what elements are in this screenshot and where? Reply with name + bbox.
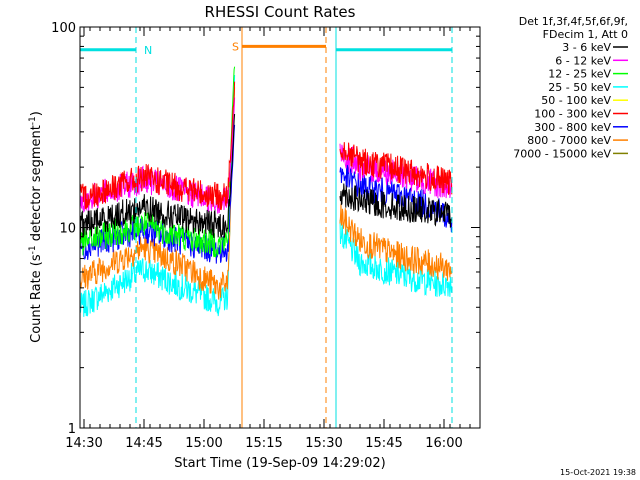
y-axis-label-sup: -1 — [28, 116, 38, 125]
x-tick-label: 14:45 — [125, 436, 162, 451]
legend-entry-label: 7000 - 15000 keV — [513, 147, 611, 160]
series-line — [339, 203, 453, 281]
series-line — [79, 81, 236, 211]
y-axis-label-part: ) — [29, 111, 44, 116]
legend-entry-label: 6 - 12 keV — [555, 54, 611, 67]
timestamp: 15-Oct-2021 19:38 — [560, 468, 636, 477]
y-tick-label: 10 — [59, 222, 76, 237]
legend-entry-label: 12 - 25 keV — [548, 68, 611, 81]
state-label: N — [144, 44, 152, 57]
legend-entry-label: 800 - 7000 keV — [527, 134, 611, 147]
x-tick-label: 15:30 — [305, 436, 342, 451]
series-line — [79, 66, 236, 258]
x-axis-label: Start Time (19-Sep-09 14:29:02) — [174, 456, 385, 471]
axes: 1 10 100 14:30 14:45 15:00 15:15 15:30 15:45 16:0… — [51, 21, 481, 451]
legend-entry-label: 3 - 6 keV — [562, 41, 611, 54]
y-axis-label-sup: -1 — [28, 245, 38, 254]
y-axis-label: Count Rate (s-1 detector segment-1) — [28, 111, 44, 343]
legend: Det 1f,3f,4f,5f,6f,9f, FDecim 1, Att 0 3… — [513, 15, 628, 160]
y-tick-label: 1 — [68, 422, 76, 437]
series-layer — [79, 66, 453, 317]
y-axis-label-part: detector segment — [29, 125, 44, 245]
x-tick-label: 14:30 — [65, 436, 102, 451]
series-line — [339, 142, 453, 195]
x-tick-label: 15:45 — [365, 436, 402, 451]
state-label: S — [232, 40, 239, 53]
chart-title: RHESSI Count Rates — [205, 3, 356, 21]
y-tick-label: 100 — [51, 21, 76, 36]
series-line — [339, 219, 453, 297]
legend-entry-label: 100 - 300 keV — [534, 108, 611, 121]
series-line — [339, 183, 453, 228]
legend-header-line: FDecim 1, Att 0 — [543, 28, 628, 41]
legend-header-line: Det 1f,3f,4f,5f,6f,9f, — [519, 15, 628, 28]
y-axis-label-part: Count Rate (s — [29, 254, 44, 343]
x-tick-label: 15:00 — [185, 436, 222, 451]
x-tick-label: 15:15 — [245, 436, 282, 451]
x-tick-label: 16:00 — [425, 436, 462, 451]
legend-entry-label: 50 - 100 keV — [541, 94, 611, 107]
series-line — [79, 87, 236, 300]
series-line — [79, 74, 236, 317]
legend-entry-label: 300 - 800 keV — [534, 121, 611, 134]
legend-entry-label: 25 - 50 keV — [548, 81, 611, 94]
series-line — [79, 113, 236, 240]
